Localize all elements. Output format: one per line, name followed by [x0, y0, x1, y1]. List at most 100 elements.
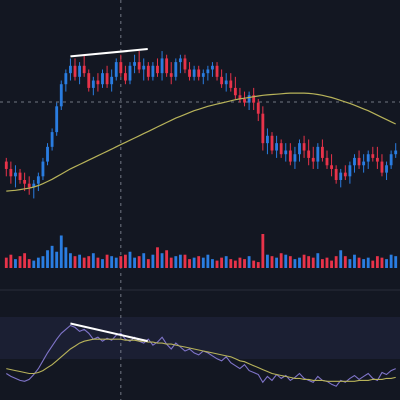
candle: [371, 146, 375, 162]
volume-bar: [119, 256, 123, 268]
candle: [14, 165, 17, 188]
candle: [206, 65, 210, 81]
candle: [375, 146, 379, 169]
candle-body: [362, 161, 366, 166]
candle: [320, 139, 324, 162]
candle: [261, 106, 265, 151]
volume-bar: [261, 234, 265, 268]
candle: [348, 161, 352, 184]
volume-bar: [78, 254, 82, 268]
candle-body: [201, 73, 205, 77]
candle: [123, 65, 127, 85]
candles: [4, 51, 398, 199]
rsi-band: [0, 317, 400, 359]
candle: [27, 176, 31, 195]
volume-bar: [91, 253, 95, 268]
candle: [385, 161, 388, 180]
candle-body: [110, 76, 114, 85]
candle: [302, 135, 306, 158]
volume-bar: [298, 257, 301, 268]
volume-bar: [133, 257, 136, 268]
rsi-indicator: [6, 324, 396, 387]
candle: [256, 98, 260, 122]
candle-body: [371, 154, 375, 158]
candle-body: [316, 146, 320, 162]
volume-bar: [215, 260, 219, 268]
volume-bar: [375, 256, 379, 268]
volume-bar: [87, 256, 91, 268]
candle-body: [220, 76, 224, 85]
volume-bar: [233, 260, 237, 268]
candle-body: [169, 73, 173, 77]
candle: [279, 139, 283, 158]
candle: [59, 80, 63, 110]
volume-bar: [275, 257, 279, 268]
trend-lines[interactable]: [70, 48, 148, 343]
volume-bar: [247, 256, 251, 268]
candle: [142, 58, 146, 81]
candle-body: [50, 132, 54, 147]
candle: [165, 54, 169, 77]
candle: [128, 62, 132, 85]
candle-body: [46, 146, 49, 162]
volume-bar: [32, 260, 36, 268]
candle: [389, 150, 393, 169]
volume-bar: [339, 250, 343, 268]
candle-body: [385, 165, 388, 173]
volume-bar: [279, 253, 283, 268]
candle-body: [375, 157, 379, 162]
candle: [169, 62, 173, 85]
candle-body: [275, 143, 279, 151]
candle-body: [64, 73, 68, 85]
candle-body: [211, 65, 214, 70]
volume-bar: [123, 254, 127, 268]
candle-body: [114, 62, 118, 77]
candle: [192, 65, 196, 81]
candle-body: [119, 62, 123, 74]
candle: [215, 62, 219, 81]
rsi-trend-line[interactable]: [70, 322, 148, 343]
candle-body: [14, 172, 17, 177]
candle: [9, 161, 13, 184]
candle: [41, 157, 45, 180]
volume-bar: [156, 247, 159, 268]
candle-body: [105, 73, 109, 85]
volume-bar: [192, 257, 196, 268]
price-trend-line[interactable]: [70, 48, 148, 58]
candle-body: [238, 95, 242, 99]
moving-average-line: [6, 92, 396, 192]
volume-bar: [334, 256, 338, 268]
candle: [87, 69, 91, 92]
candle: [380, 154, 384, 177]
candle: [247, 91, 251, 110]
candle: [156, 58, 159, 77]
volume-bar: [23, 253, 27, 268]
candle: [353, 154, 356, 173]
candle-body: [243, 98, 246, 103]
volume-bar: [316, 253, 320, 268]
candle: [160, 51, 164, 81]
candle-body: [279, 143, 283, 155]
volume-bar: [18, 256, 22, 268]
volume-bar: [73, 256, 77, 268]
candle-body: [188, 69, 191, 77]
volume-bar: [311, 257, 315, 268]
candle: [243, 91, 246, 107]
candle: [197, 65, 201, 81]
candle-body: [192, 69, 196, 77]
candle: [339, 168, 343, 188]
volume-bar: [389, 254, 393, 268]
volume-bar: [320, 259, 324, 268]
volume-bar: [137, 256, 141, 268]
candle-body: [73, 65, 77, 77]
candle-body: [256, 102, 260, 114]
candle: [101, 69, 104, 88]
candle-body: [128, 65, 132, 81]
volume-bar: [243, 259, 246, 268]
candle-body: [206, 69, 210, 74]
candle-body: [9, 168, 13, 177]
volume-bar: [151, 254, 155, 268]
candle-body: [41, 161, 45, 177]
